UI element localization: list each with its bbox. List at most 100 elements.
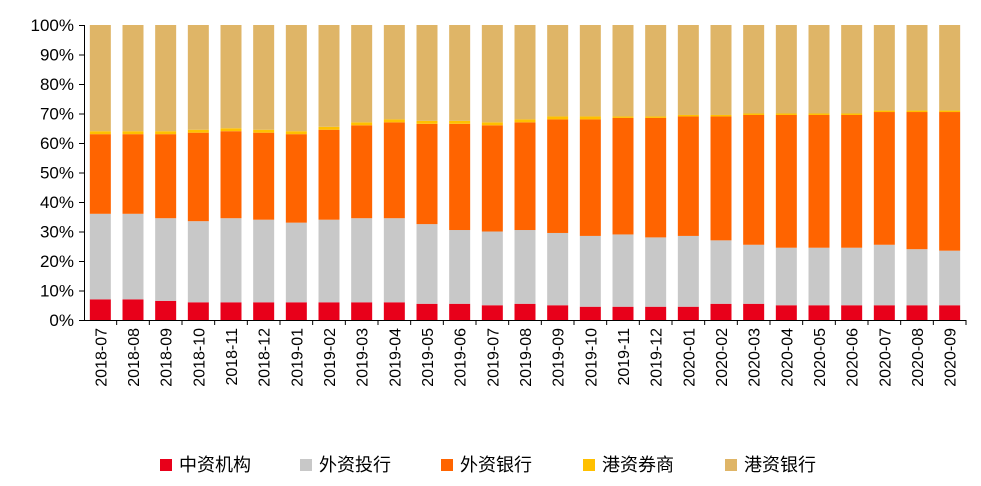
- x-tick-label: 2020-08: [910, 328, 927, 387]
- bar-segment: [122, 213, 144, 300]
- bar-segment: [547, 119, 569, 233]
- bar-segment: [612, 306, 634, 320]
- bar-segment: [383, 122, 405, 219]
- bar-segment: [579, 119, 601, 236]
- bar-segment: [612, 234, 634, 307]
- bar-segment: [710, 303, 732, 320]
- bar-segment: [645, 117, 667, 238]
- legend-label: 港资银行: [744, 455, 816, 476]
- bar-segment: [449, 25, 471, 121]
- bar-segment: [547, 116, 569, 120]
- bar-segment: [873, 110, 895, 113]
- legend-swatch: [300, 459, 312, 471]
- bar-segment: [775, 114, 797, 248]
- bar-segment: [579, 25, 601, 117]
- bar-segment: [645, 25, 667, 117]
- bar-segment: [645, 116, 667, 118]
- bar-segment: [775, 247, 797, 306]
- bar-segment: [841, 113, 863, 115]
- bars-group: [89, 25, 961, 320]
- x-tick-label: 2020-09: [943, 328, 960, 387]
- x-tick-label: 2019-07: [485, 328, 502, 387]
- bar-segment: [253, 219, 275, 303]
- x-tick-label: 2018-09: [159, 328, 176, 387]
- bar-segment: [318, 302, 340, 320]
- legend-label: 中资机构: [179, 455, 251, 476]
- bar-segment: [89, 25, 111, 132]
- bar-segment: [808, 247, 830, 306]
- bar-segment: [187, 221, 209, 303]
- bar-segment: [939, 250, 961, 306]
- x-tick-label: 2020-05: [812, 328, 829, 387]
- legend-swatch: [583, 459, 595, 471]
- bar-segment: [579, 116, 601, 120]
- bar-segment: [383, 25, 405, 120]
- x-tick-label: 2018-08: [126, 328, 143, 387]
- bar-segment: [285, 302, 307, 320]
- x-tick-label: 2019-09: [551, 328, 568, 387]
- y-tick-label: 50%: [40, 164, 74, 183]
- bar-segment: [677, 25, 699, 115]
- x-tick-label: 2018-12: [257, 328, 274, 387]
- x-tick-label: 2019-03: [355, 328, 372, 387]
- bar-segment: [318, 129, 340, 220]
- bar-segment: [873, 25, 895, 111]
- bar-segment: [449, 123, 471, 231]
- bar-segment: [514, 230, 536, 304]
- legend-swatch: [441, 459, 453, 471]
- bar-segment: [808, 113, 830, 115]
- y-tick-label: 80%: [40, 75, 74, 94]
- bar-segment: [220, 128, 242, 132]
- bar-segment: [775, 25, 797, 114]
- bar-segment: [89, 299, 111, 320]
- bar-segment: [873, 244, 895, 306]
- y-tick-label: 20%: [40, 252, 74, 271]
- bar-segment: [220, 25, 242, 129]
- bar-segment: [220, 302, 242, 320]
- bar-segment: [318, 219, 340, 303]
- bar-segment: [285, 25, 307, 132]
- x-tick-label: 2018-10: [191, 328, 208, 387]
- bar-segment: [481, 25, 503, 123]
- bar-segment: [710, 114, 732, 117]
- bar-segment: [416, 25, 438, 121]
- bar-segment: [775, 113, 797, 115]
- bar-segment: [808, 114, 830, 248]
- bar-segment: [743, 303, 765, 320]
- bar-segment: [155, 300, 177, 320]
- bar-segment: [416, 303, 438, 320]
- bar-segment: [351, 218, 373, 303]
- x-tick-label: 2019-02: [322, 328, 339, 387]
- bar-segment: [449, 230, 471, 304]
- bar-segment: [253, 129, 275, 133]
- bar-segment: [743, 114, 765, 245]
- bar-segment: [939, 305, 961, 320]
- bar-segment: [155, 25, 177, 132]
- legend-swatch: [160, 459, 172, 471]
- x-tick-label: 2019-01: [289, 328, 306, 387]
- bar-segment: [873, 112, 895, 245]
- bar-segment: [89, 213, 111, 300]
- bar-segment: [383, 119, 405, 123]
- bar-segment: [514, 122, 536, 231]
- bar-segment: [220, 131, 242, 219]
- bar-segment: [906, 110, 928, 113]
- bar-segment: [89, 131, 111, 135]
- bar-segment: [579, 235, 601, 307]
- bar-segment: [122, 131, 144, 135]
- bar-segment: [939, 112, 961, 251]
- bar-segment: [449, 303, 471, 320]
- x-tick-label: 2018-07: [93, 328, 110, 387]
- bar-segment: [318, 126, 340, 130]
- legend-label: 外资银行: [460, 455, 532, 476]
- bar-segment: [906, 249, 928, 306]
- y-tick-label: 90%: [40, 46, 74, 65]
- bar-segment: [775, 305, 797, 320]
- x-tick-label: 2019-06: [453, 328, 470, 387]
- bar-segment: [677, 306, 699, 320]
- bar-segment: [743, 25, 765, 114]
- bar-segment: [808, 305, 830, 320]
- bar-segment: [612, 25, 634, 117]
- bar-segment: [481, 122, 503, 126]
